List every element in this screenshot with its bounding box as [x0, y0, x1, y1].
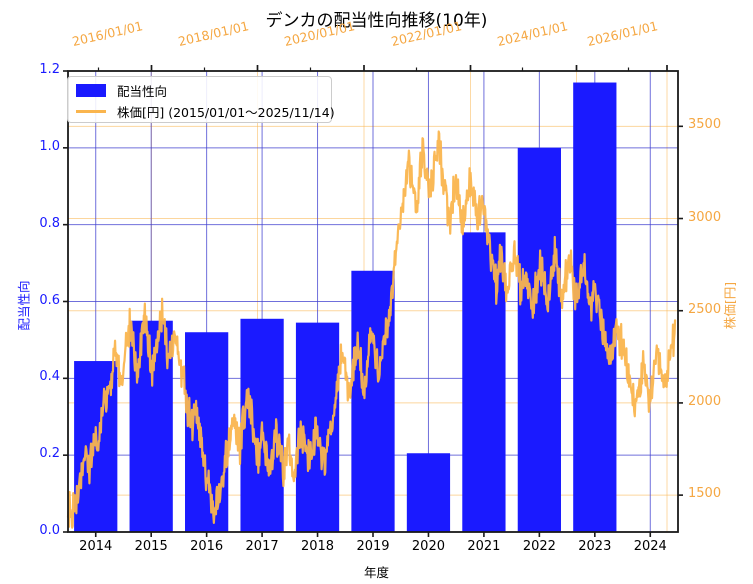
bar-2020 [406, 453, 451, 532]
chart-legend: 配当性向 株価[円] (2015/01/01～2025/11/14) [67, 76, 335, 123]
x-tick-2022: 2022 [522, 539, 556, 554]
x-tick-2016: 2016 [190, 539, 224, 554]
y-left-tick-1.0: 1.0 [39, 138, 60, 154]
y-left-tick-0.6: 0.6 [39, 292, 60, 308]
bar-2019 [351, 270, 395, 532]
bar-2015 [129, 320, 173, 532]
y-left-tick-0.8: 0.8 [39, 215, 60, 231]
y-left-tick-0.0: 0.0 [39, 523, 60, 538]
x-tick-2018: 2018 [300, 539, 335, 554]
x-tick-2020: 2020 [411, 539, 445, 554]
price-line [66, 130, 677, 529]
bar-2022 [517, 147, 561, 533]
y-right-tick-2000: 2000 [688, 393, 722, 409]
x-tick-2014: 2014 [79, 539, 113, 554]
y-right-tick-3500: 3500 [688, 117, 722, 133]
chart-title: デンカの配当性向推移(10年) [265, 11, 488, 31]
line-series [66, 130, 677, 529]
legend-item-0: 配当性向 [76, 80, 167, 100]
x-tick-2017: 2017 [245, 539, 279, 554]
legend-bar-swatch-icon [76, 83, 106, 97]
x-tick-2019: 2019 [356, 539, 390, 554]
y-left-tick-0.4: 0.4 [39, 369, 60, 385]
bar-2023 [573, 82, 617, 533]
x-tick-2024: 2024 [633, 539, 667, 554]
legend-label-0: 配当性向 [117, 83, 168, 99]
y-left-tick-1.2: 1.2 [39, 62, 60, 77]
y-right-tick-1500: 1500 [688, 486, 722, 502]
y-right-tick-2500: 2500 [688, 301, 722, 317]
bar-2021 [462, 232, 506, 532]
y-left-tick-0.2: 0.2 [39, 446, 60, 462]
legend-label-1: 株価[円] (2015/01/01～2025/11/14) [117, 104, 335, 120]
legend-line-swatch-icon [76, 109, 106, 113]
x-axis-label: 年度 [363, 565, 389, 580]
legend-item-1: 株価[円] (2015/01/01～2025/11/14) [76, 101, 335, 121]
y-right-tick-3000: 3000 [688, 209, 722, 225]
x-tick-2021: 2021 [467, 539, 501, 554]
x-tick-2015: 2015 [134, 539, 168, 554]
x-tick-2023: 2023 [578, 539, 612, 554]
